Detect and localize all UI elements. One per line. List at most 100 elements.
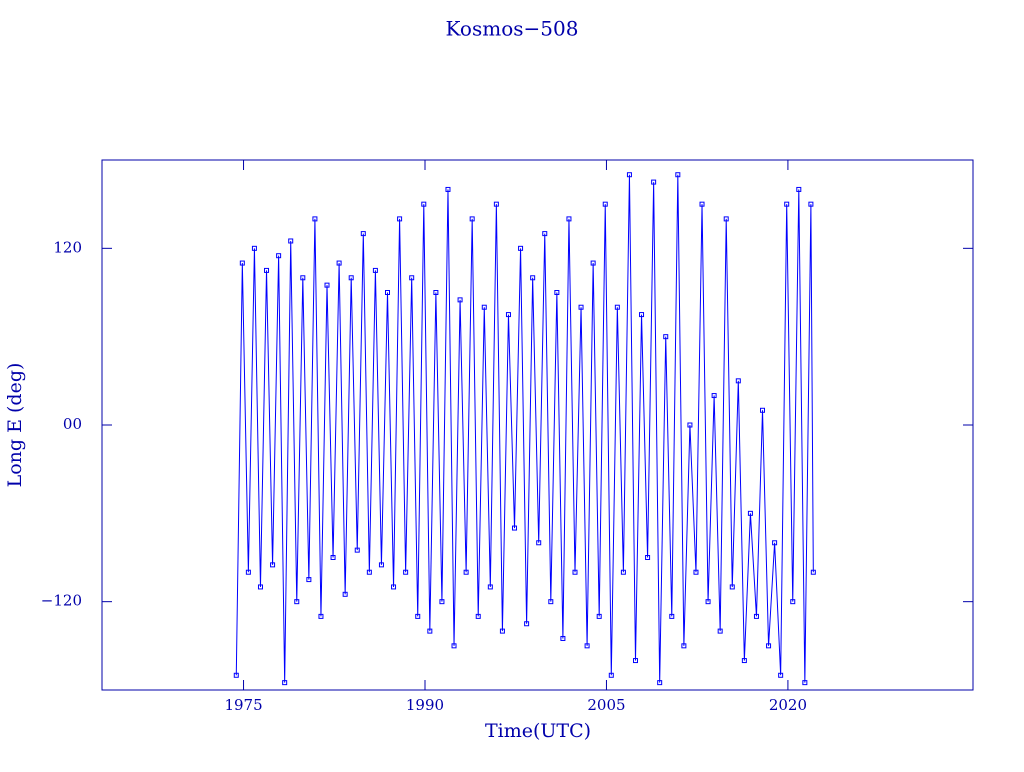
y-axis-label: Long E (deg)	[4, 363, 26, 488]
data-point	[766, 643, 772, 649]
y-tick-label: −120	[41, 592, 82, 610]
data-point	[239, 260, 245, 266]
data-point	[669, 613, 675, 619]
plot-frame	[101, 159, 974, 691]
data-point	[360, 231, 366, 237]
data-point	[421, 201, 427, 207]
data-point	[790, 599, 796, 605]
data-point	[802, 680, 808, 686]
data-point	[810, 569, 816, 575]
data-point	[524, 621, 530, 627]
data-point	[270, 562, 276, 568]
data-point	[602, 201, 608, 207]
data-point	[251, 245, 257, 251]
data-point	[415, 613, 421, 619]
chart-title: Kosmos−508	[446, 17, 579, 41]
data-point	[620, 569, 626, 575]
data-point	[336, 260, 342, 266]
data-point	[608, 672, 614, 678]
data-point	[409, 275, 415, 281]
data-point	[675, 172, 681, 178]
data-point	[487, 584, 493, 590]
data-point	[596, 613, 602, 619]
data-point	[512, 525, 518, 531]
data-point	[723, 216, 729, 222]
data-point	[584, 643, 590, 649]
data-point	[530, 275, 536, 281]
data-point	[330, 555, 336, 560]
data-point	[693, 569, 699, 575]
data-point	[384, 290, 390, 295]
data-point	[233, 672, 239, 678]
data-point	[554, 290, 560, 295]
data-point	[566, 216, 572, 222]
data-point	[397, 216, 403, 222]
data-point	[245, 569, 251, 575]
data-point	[760, 407, 766, 413]
data-point	[324, 282, 330, 288]
data-point	[469, 216, 475, 222]
data-point	[639, 312, 645, 318]
data-point	[735, 378, 741, 384]
data-point	[342, 591, 348, 597]
data-point	[645, 555, 651, 560]
data-point	[366, 569, 372, 575]
data-point	[348, 275, 354, 281]
data-point	[663, 334, 669, 340]
data-point	[632, 658, 638, 664]
data-point	[300, 275, 306, 281]
data-point	[288, 238, 294, 244]
data-point	[778, 672, 784, 678]
data-point	[276, 253, 282, 259]
data-point	[808, 201, 814, 207]
data-point	[493, 201, 499, 207]
data-point	[578, 304, 584, 310]
data-point	[681, 643, 687, 649]
data-point	[354, 547, 360, 553]
data-point	[687, 422, 693, 428]
data-point	[548, 599, 554, 605]
data-point	[505, 312, 511, 318]
y-tick-label: 120	[53, 238, 82, 256]
data-point	[403, 569, 409, 575]
data-point	[433, 290, 439, 295]
data-point	[312, 216, 318, 222]
data-point	[711, 393, 717, 399]
data-point	[264, 267, 270, 273]
data-point	[457, 297, 463, 303]
data-point	[294, 599, 300, 605]
data-point	[536, 540, 542, 546]
y-tick-label: 00	[63, 415, 82, 433]
data-point	[560, 635, 566, 641]
data-point	[372, 267, 378, 273]
data-point	[747, 510, 753, 516]
x-tick-label: 2020	[769, 696, 807, 714]
data-point	[542, 231, 548, 237]
data-point	[772, 540, 778, 546]
data-point	[451, 643, 457, 649]
data-point	[445, 186, 451, 192]
data-point	[741, 658, 747, 664]
data-point	[729, 584, 735, 590]
data-point	[626, 172, 632, 178]
x-tick-label: 1975	[224, 696, 262, 714]
data-point	[614, 304, 620, 310]
data-point	[753, 613, 759, 619]
data-point	[257, 584, 263, 590]
x-tick-label: 1990	[406, 696, 444, 714]
data-point	[378, 562, 384, 568]
data-point	[518, 245, 524, 251]
data-point	[306, 577, 312, 583]
data-point	[590, 260, 596, 266]
data-point	[796, 186, 802, 192]
data-point	[705, 599, 711, 605]
data-line	[235, 174, 814, 683]
data-point	[572, 569, 578, 575]
data-point	[463, 569, 469, 575]
data-point	[481, 304, 487, 310]
data-point	[651, 179, 657, 185]
data-point	[475, 613, 481, 619]
data-point	[717, 628, 723, 634]
data-point	[391, 584, 397, 590]
